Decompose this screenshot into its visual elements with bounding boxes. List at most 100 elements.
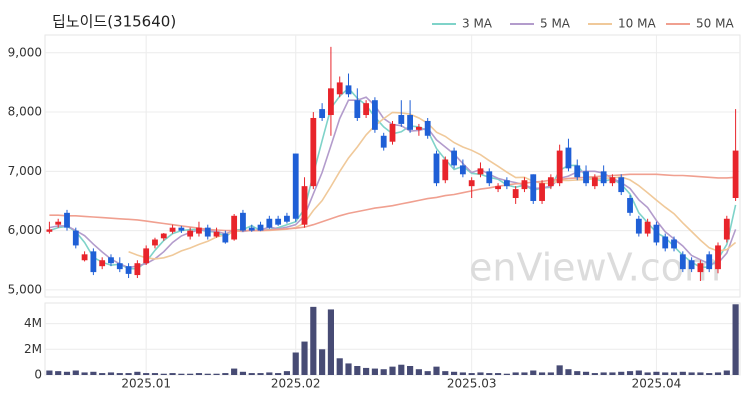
candle-body: [292, 153, 299, 219]
x-tick-label: 2025.02: [271, 377, 321, 391]
volume-bar: [530, 370, 537, 375]
volume-bar: [116, 373, 123, 375]
volume-bar: [697, 372, 704, 375]
volume-panel: [44, 302, 741, 376]
volume-bar: [81, 372, 88, 375]
volume-bar: [363, 367, 370, 375]
volume-bar: [125, 373, 132, 375]
candle-body: [116, 263, 123, 270]
candle-body: [99, 260, 106, 267]
candle-body: [477, 168, 484, 175]
volume-bar: [107, 372, 115, 375]
volume-bar: [72, 370, 79, 375]
volume-bar: [688, 372, 695, 375]
volume-bar: [336, 358, 343, 375]
candle-body: [495, 186, 501, 190]
y-tick-label: 6,000: [8, 223, 42, 237]
legend-label: 5 MA: [540, 17, 571, 31]
candle-body: [635, 218, 642, 234]
candle-body: [248, 227, 255, 231]
candle-body: [152, 239, 158, 246]
legend-label: 50 MA: [696, 17, 734, 31]
candle-body: [143, 248, 150, 264]
volume-bar: [433, 366, 440, 375]
candle-body: [583, 171, 589, 184]
volume-bar: [574, 371, 581, 375]
legend-label: 3 MA: [462, 17, 493, 31]
volume-bar: [187, 373, 194, 375]
volume-bar: [521, 372, 528, 375]
volume-bar: [151, 373, 159, 375]
volume-bar: [398, 364, 405, 375]
volume-bar: [547, 372, 554, 375]
volume-bar: [407, 366, 414, 375]
candle-body: [679, 254, 686, 270]
candle-body: [459, 165, 466, 175]
volume-bar: [90, 371, 97, 375]
candle-body: [108, 257, 114, 264]
candle-body: [574, 165, 581, 178]
candle-body: [187, 230, 194, 237]
candle-body: [627, 198, 633, 213]
candle-body: [591, 177, 598, 187]
candle-body: [618, 177, 625, 193]
candle-body: [644, 221, 651, 234]
candle-body: [706, 254, 713, 270]
volume-bar: [503, 373, 510, 375]
candle-body: [178, 227, 185, 231]
volume-bar: [248, 373, 255, 375]
volume-bar: [231, 368, 238, 375]
volume-bar: [415, 369, 422, 375]
candle-body: [424, 120, 431, 136]
volume-bar: [468, 373, 475, 375]
candle-body: [363, 103, 370, 116]
volume-bar: [178, 373, 185, 375]
candle-body: [565, 147, 572, 169]
volume-bar: [486, 373, 493, 375]
candle-body: [442, 159, 449, 181]
y-tick-label: 2M: [24, 342, 42, 356]
candle-body: [134, 263, 141, 276]
volume-bar: [46, 370, 53, 375]
candle-body: [715, 245, 721, 270]
volume-bar: [723, 370, 730, 375]
volume-bar: [556, 365, 563, 375]
candle-body: [398, 115, 405, 124]
volume-bar: [714, 372, 722, 375]
candle-body: [521, 180, 528, 190]
candle-body: [275, 218, 282, 225]
volume-bar: [679, 371, 686, 375]
volume-bar: [354, 366, 361, 375]
volume-bar: [222, 373, 229, 375]
y-tick-label: 9,000: [8, 45, 42, 59]
volume-bar: [732, 304, 739, 375]
y-tick-label: 5,000: [8, 282, 42, 296]
candle-body: [284, 215, 290, 222]
volume-bar: [670, 372, 678, 375]
candle-body: [723, 218, 730, 240]
volume-bar: [99, 373, 106, 375]
volume-bar: [134, 371, 141, 375]
candle-body: [697, 263, 704, 273]
candle-body: [354, 100, 361, 118]
volume-bar: [459, 372, 466, 375]
volume-bar: [653, 371, 660, 375]
volume-bar: [327, 309, 334, 375]
candle-body: [204, 227, 211, 237]
volume-bar: [195, 373, 203, 375]
volume-bar: [618, 371, 625, 375]
candle-body: [600, 171, 607, 184]
x-tick-label: 2025.03: [447, 377, 497, 391]
volume-bar: [380, 369, 387, 375]
candle-body: [90, 251, 97, 273]
candle-body: [539, 183, 545, 201]
ma-line: [128, 111, 737, 260]
candle-body: [328, 88, 334, 116]
volume-bar: [283, 371, 291, 375]
chart-title: 딥노이드(315640): [52, 13, 176, 31]
volume-bar: [706, 373, 713, 375]
candle-body: [81, 254, 88, 261]
candle-body: [266, 218, 273, 228]
x-tick-label: 2025.04: [632, 377, 682, 391]
